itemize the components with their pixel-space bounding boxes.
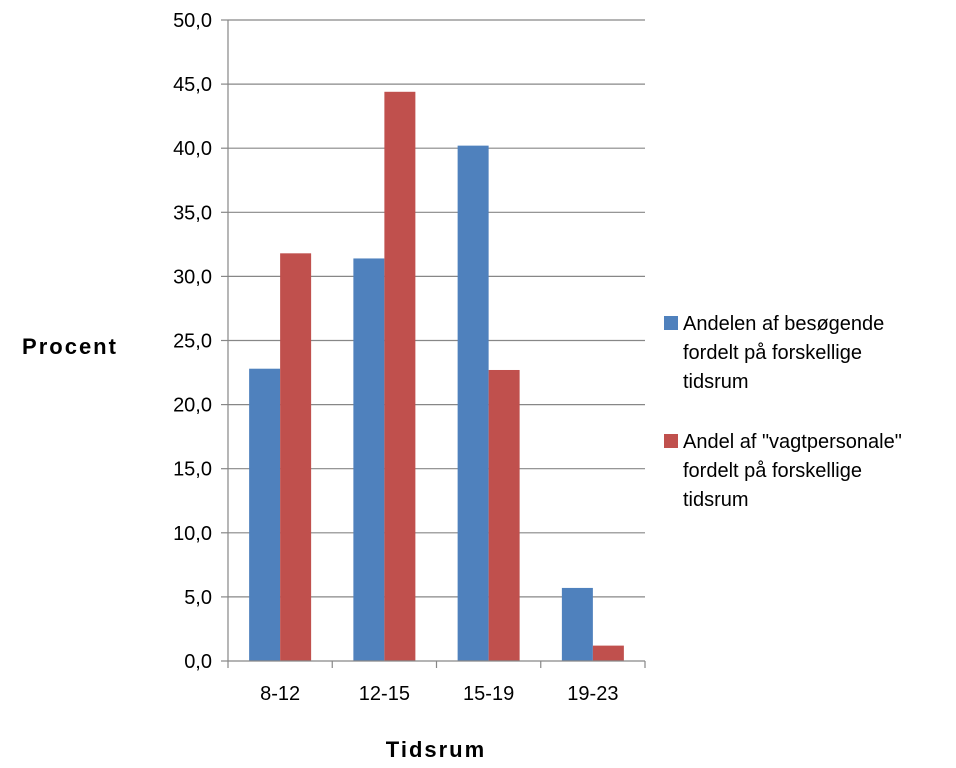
y-tick-label: 45,0: [173, 74, 212, 96]
bar-visitors-8-12: [249, 368, 281, 661]
bars: [249, 91, 624, 662]
bar-visitors-19-23: [561, 587, 593, 661]
bar-staff-12-15: [384, 91, 416, 662]
legend: Andelen af besøgende fordelt på forskelli…: [664, 313, 902, 511]
bar-visitors-12-15: [353, 258, 385, 661]
y-tick-label: 0,0: [184, 651, 212, 673]
bar-staff-19-23: [592, 645, 624, 661]
y-tick-label: 10,0: [173, 523, 212, 545]
bar-staff-8-12: [280, 253, 312, 661]
x-tick-labels: 8-12 12-15 15-19 19-23: [260, 683, 618, 705]
legend-label-line: tidsrum: [683, 371, 749, 393]
y-tick-label: 50,0: [173, 10, 212, 32]
y-tick-labels: 0,0 5,0 10,0 15,0 20,0 25,0 30,0 35,0 40,0 45,0 50…: [173, 10, 212, 673]
legend-label-line: tidsrum: [683, 489, 749, 511]
y-tick-label: 40,0: [173, 138, 212, 160]
legend-label-staff: Andel af "vagtpersonale" fordelt på forsk…: [683, 431, 902, 511]
x-tick-label: 8-12: [260, 683, 300, 705]
legend-label-line: Andelen af besøgende: [683, 313, 884, 335]
legend-label-line: fordelt på forskellige: [683, 460, 862, 482]
x-tick-label: 15-19: [463, 683, 514, 705]
bar-staff-15-19: [488, 369, 520, 661]
legend-label-line: fordelt på forskellige: [683, 342, 862, 364]
legend-label-line: Andel af "vagtpersonale": [683, 431, 902, 453]
y-tick-label: 35,0: [173, 202, 212, 224]
x-tick-label: 12-15: [359, 683, 410, 705]
y-tick-label: 25,0: [173, 331, 212, 353]
legend-swatch-staff: [664, 434, 678, 448]
x-axis-title: Tidsrum: [386, 737, 486, 762]
x-tick-label: 19-23: [567, 683, 618, 705]
y-tick-label: 30,0: [173, 266, 212, 288]
y-tick-label: 5,0: [184, 587, 212, 609]
axes: [221, 19, 646, 668]
legend-label-visitors: Andelen af besøgende fordelt på forskelli…: [683, 313, 884, 393]
bar-visitors-15-19: [457, 145, 489, 662]
legend-swatch-visitors: [664, 316, 678, 330]
y-axis-title: Procent: [22, 334, 118, 359]
y-tick-label: 20,0: [173, 395, 212, 417]
y-tick-label: 15,0: [173, 459, 212, 481]
